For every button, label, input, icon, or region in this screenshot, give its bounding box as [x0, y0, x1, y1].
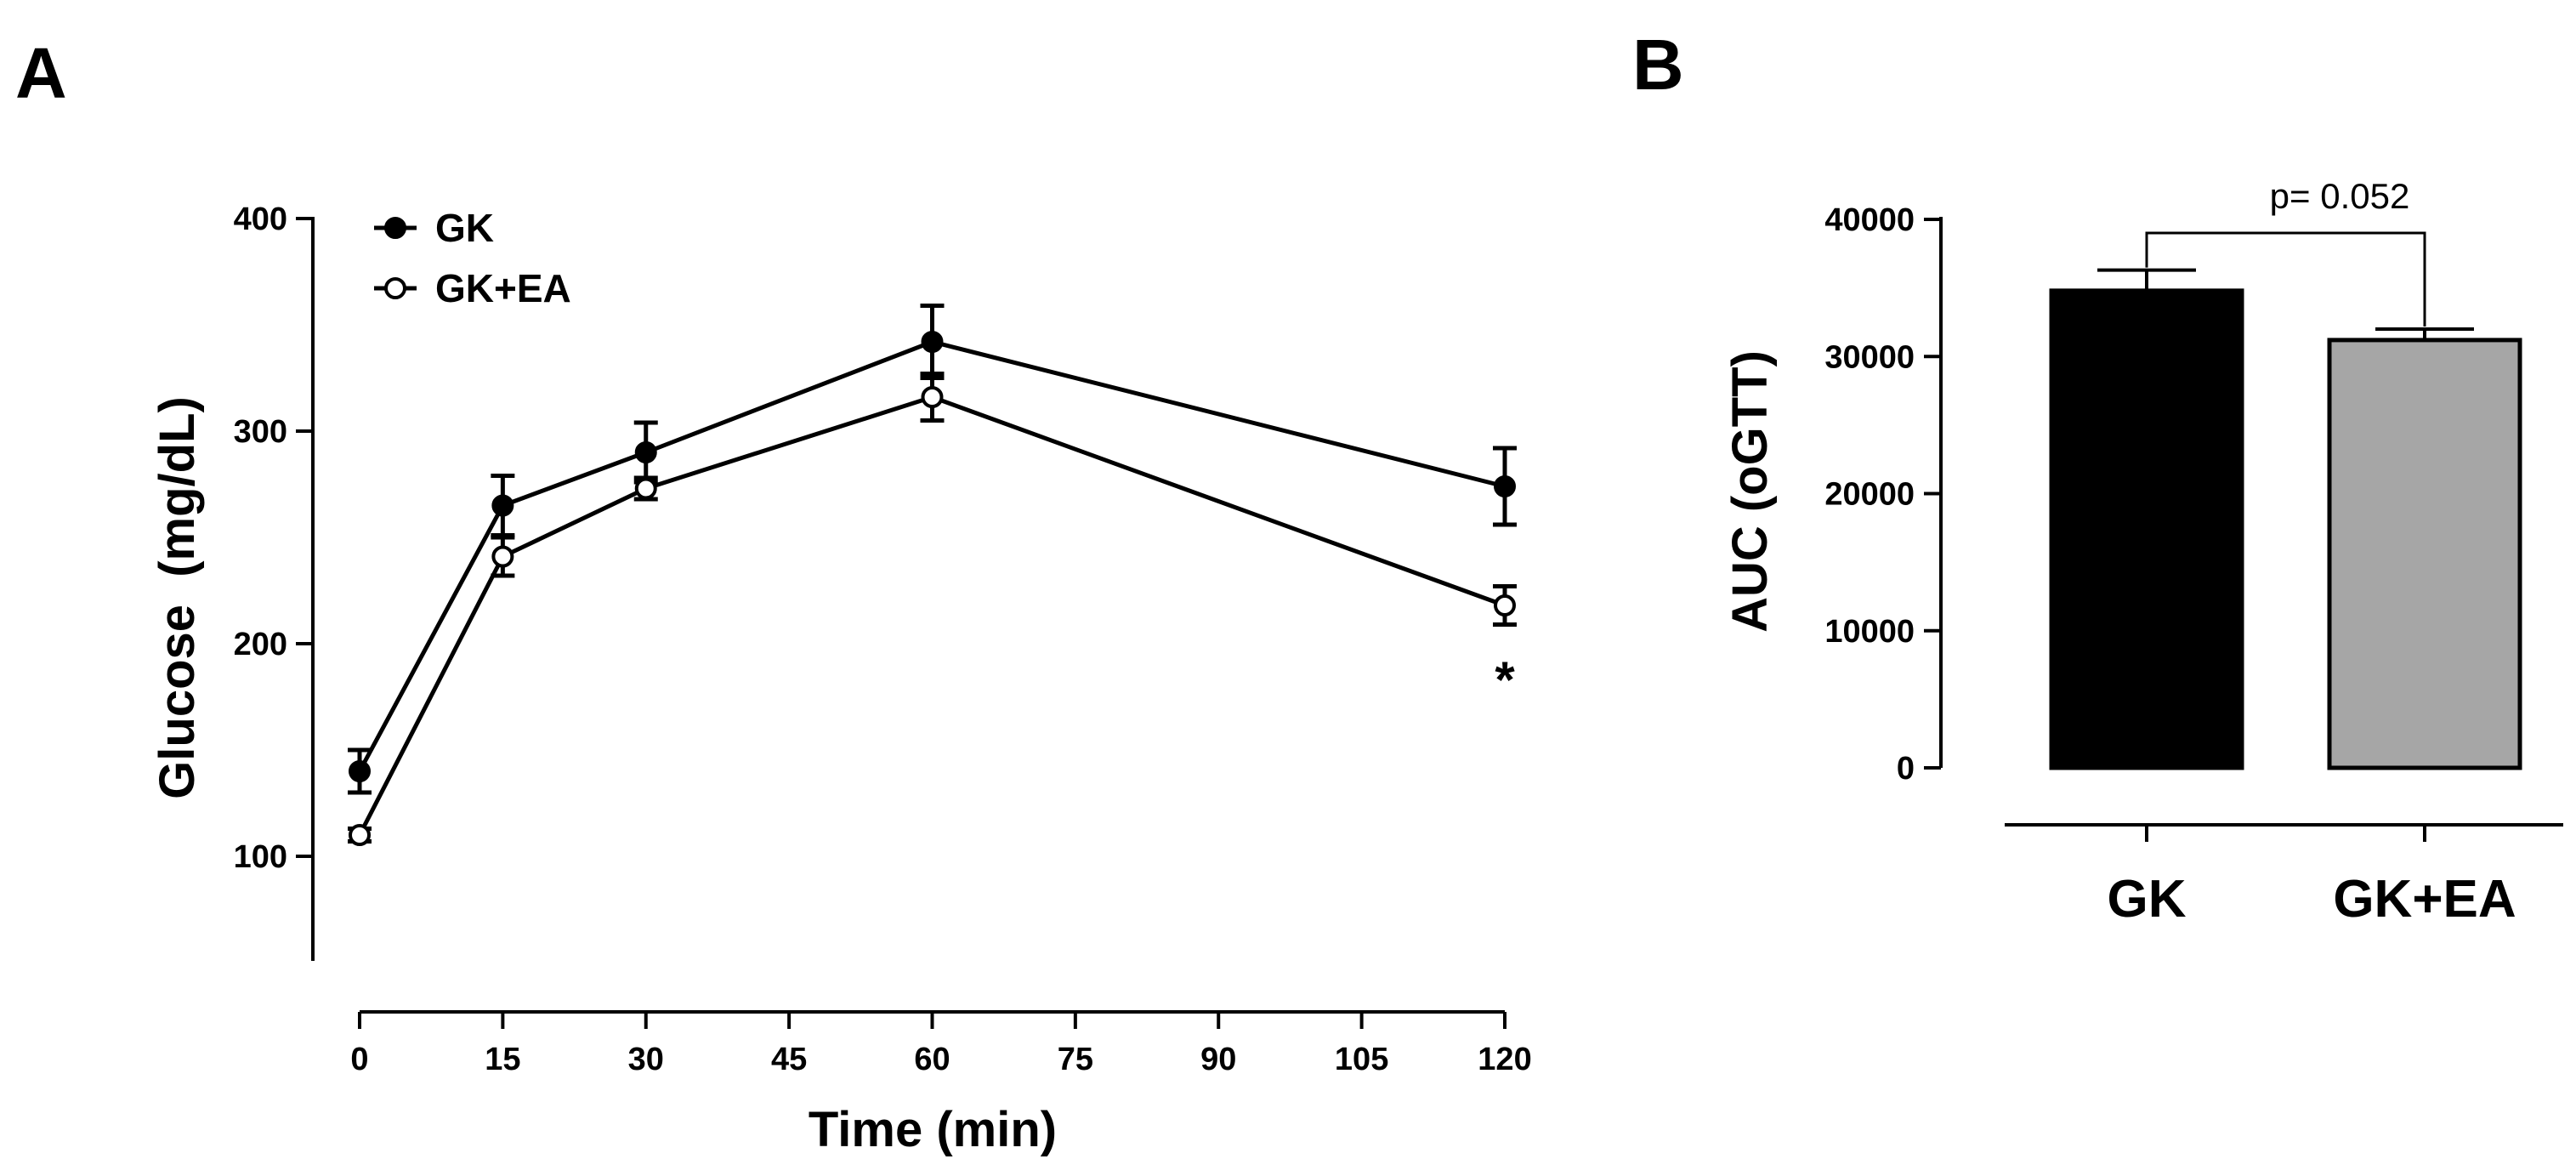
- legend-gkea-marker: [384, 277, 406, 299]
- x-tick-label-60: 60: [914, 1042, 950, 1077]
- panel-a-y-axis-title: Glucose (mg/dL): [150, 396, 205, 799]
- x-tick-label-120: 120: [1478, 1042, 1531, 1077]
- panel-b-y-axis-title: AUC (oGTT): [1722, 350, 1778, 633]
- data-point-gk-ea-120: [1494, 594, 1516, 616]
- data-point-gk-120: [1494, 475, 1516, 497]
- panel-a-line-chart: A 100 200 300 400 0 15 30 45 60 75 90 105 120 * Tim…: [15, 33, 1532, 1157]
- data-point-gk-0: [349, 760, 371, 782]
- b-y-tick-label-40000: 40000: [1824, 202, 1915, 238]
- panel-b-x-ticks: GK GK+EA: [2108, 825, 2516, 929]
- panel-b-significance-bracket: [2145, 231, 2426, 327]
- panel-a-x-ticks: 0 15 30 45 60 75 90 105 120: [350, 1012, 1532, 1077]
- data-point-gk-15: [491, 494, 514, 517]
- category-label-gk-ea: GK+EA: [2333, 870, 2516, 929]
- y-tick-label-300: 300: [234, 414, 287, 450]
- panel-b-bars: [2049, 288, 2522, 770]
- panel-b-letter: B: [1632, 25, 1684, 105]
- significance-bracket-line: [2145, 231, 2426, 327]
- bar-gk: [2049, 288, 2244, 770]
- category-label-gk: GK: [2108, 870, 2187, 929]
- data-point-gk-60: [921, 331, 944, 353]
- panel-a-y-ticks: 100 200 300 400: [234, 202, 313, 875]
- series-line-gk-ea: [357, 395, 1506, 837]
- panel-b-p-value: p= 0.052: [2270, 176, 2410, 216]
- data-point-gk-30: [634, 441, 657, 463]
- panel-a-data-points: [349, 331, 1516, 846]
- x-tick-label-15: 15: [485, 1042, 520, 1077]
- panel-b-y-ticks: 0 10000 20000 30000 40000: [1824, 202, 1941, 787]
- b-y-tick-label-20000: 20000: [1824, 477, 1915, 513]
- b-y-tick-label-30000: 30000: [1824, 339, 1915, 375]
- data-point-gk-ea-15: [491, 545, 514, 568]
- panel-b-bar-chart: B 0 10000 20000 30000 40000 GK GK+EA p= 0.052…: [1632, 25, 2563, 929]
- panel-a-letter: A: [15, 33, 67, 113]
- x-tick-label-0: 0: [350, 1042, 368, 1077]
- data-point-gk-ea-30: [634, 477, 657, 500]
- legend-gk-label: GK: [435, 206, 494, 250]
- b-y-tick-label-0: 0: [1897, 751, 1915, 787]
- panel-a-significance-star: *: [1495, 651, 1515, 708]
- panel-a-x-axis-title: Time (min): [809, 1102, 1057, 1157]
- x-tick-label-75: 75: [1058, 1042, 1093, 1077]
- y-tick-label-100: 100: [234, 839, 287, 875]
- x-tick-label-30: 30: [628, 1042, 664, 1077]
- y-tick-label-200: 200: [234, 627, 287, 662]
- data-point-gk-ea-0: [349, 824, 371, 846]
- x-tick-label-90: 90: [1200, 1042, 1236, 1077]
- panel-a-legend: GK GK+EA: [374, 206, 571, 310]
- panel-b-error-bars: [2097, 268, 2474, 340]
- y-tick-label-400: 400: [234, 202, 287, 237]
- legend-gkea-label: GK+EA: [435, 266, 571, 310]
- bar-gk-ea: [2327, 338, 2522, 770]
- x-tick-label-45: 45: [771, 1042, 807, 1077]
- data-point-gk-ea-60: [921, 386, 944, 408]
- b-y-tick-label-10000: 10000: [1824, 614, 1915, 650]
- legend-gk-marker: [384, 217, 406, 239]
- x-tick-label-105: 105: [1335, 1042, 1388, 1077]
